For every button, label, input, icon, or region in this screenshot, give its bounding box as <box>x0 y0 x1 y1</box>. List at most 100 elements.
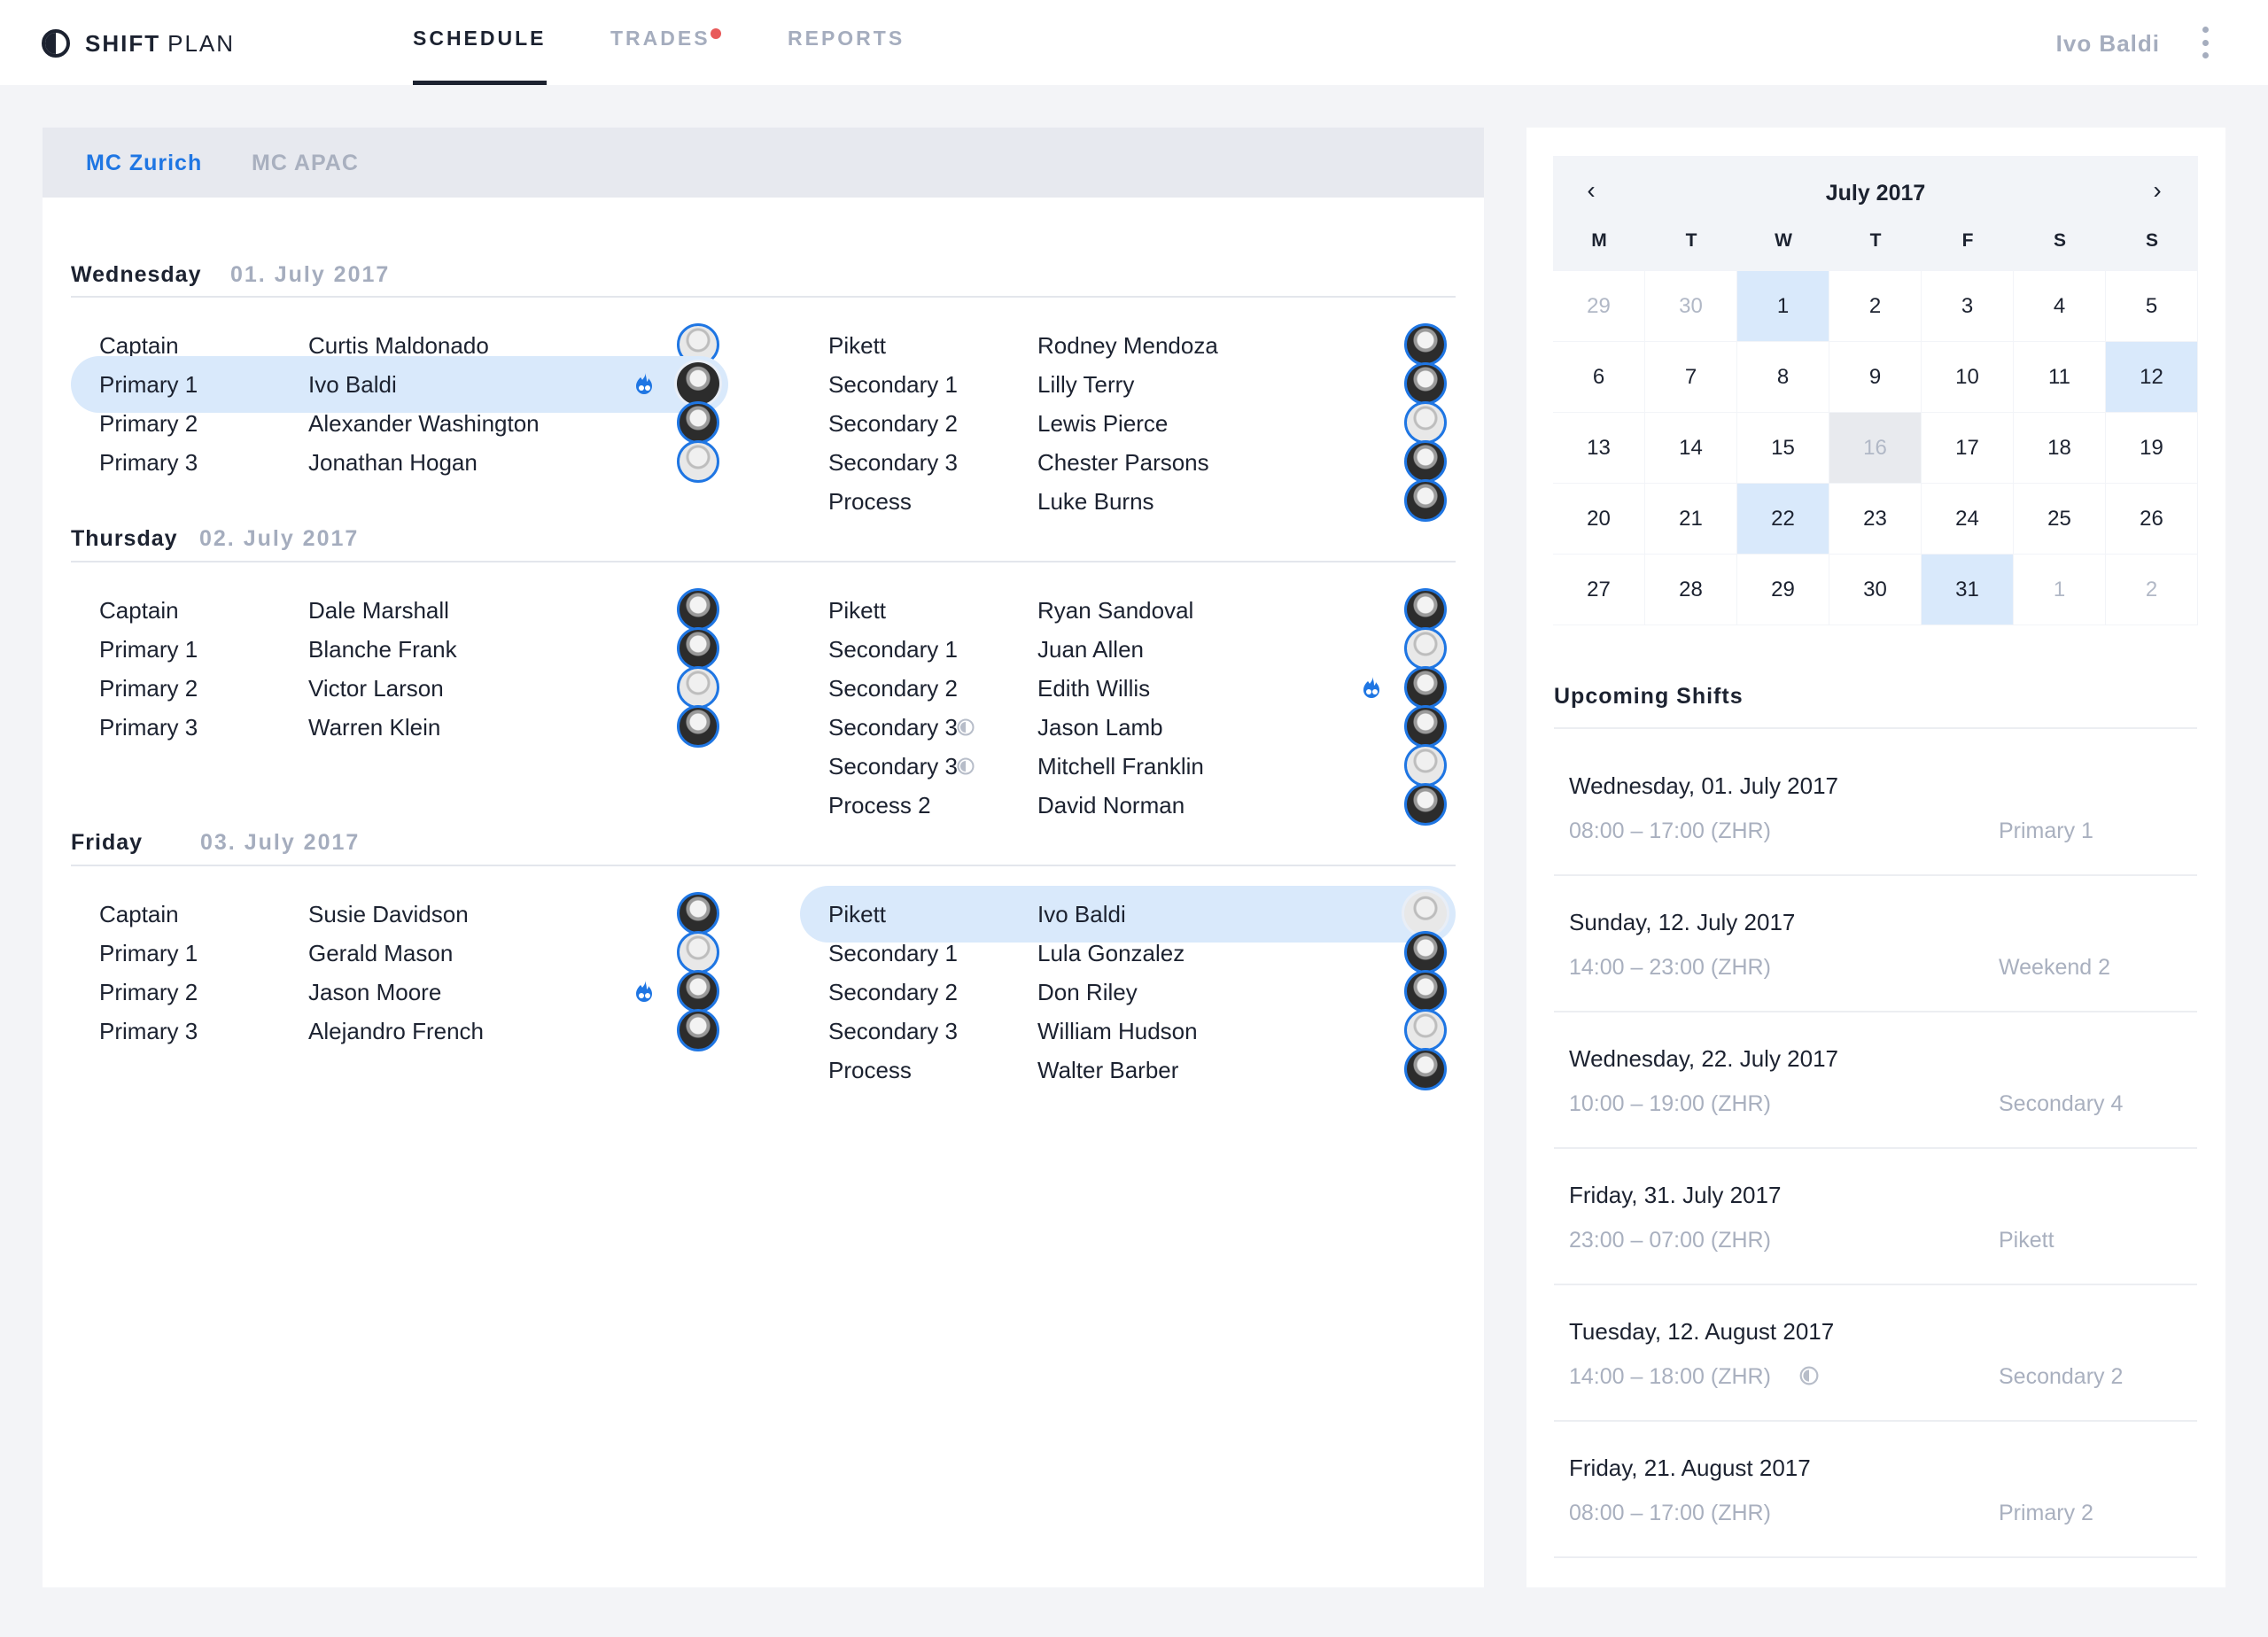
shift-row[interactable]: Primary 3 Jonathan Hogan <box>71 434 728 491</box>
calendar-day[interactable]: 16 <box>1829 413 1921 483</box>
avatar[interactable] <box>677 931 719 974</box>
calendar-day[interactable]: 13 <box>1553 413 1644 483</box>
calendar-day[interactable]: 17 <box>1922 413 2013 483</box>
shift-person-name[interactable]: William Hudson <box>1037 1018 1198 1044</box>
avatar[interactable] <box>1404 1048 1447 1090</box>
calendar-day[interactable]: 24 <box>1922 484 2013 554</box>
tab-trades[interactable]: TRADES <box>610 27 721 85</box>
calendar-day[interactable]: 30 <box>1829 555 1921 625</box>
shift-person-name[interactable]: Ivo Baldi <box>308 371 397 398</box>
calendar-day[interactable]: 29 <box>1553 271 1644 341</box>
shift-row[interactable]: Secondary 3 Mitchell Franklin <box>800 738 1456 795</box>
tab-mc-zurich[interactable]: MC Zurich <box>86 151 203 175</box>
calendar-day[interactable]: 18 <box>2014 413 2105 483</box>
shift-person-name[interactable]: Alejandro French <box>308 1018 484 1044</box>
calendar-day[interactable]: 11 <box>2014 342 2105 412</box>
avatar[interactable] <box>677 892 719 935</box>
avatar[interactable] <box>1404 931 1447 974</box>
shift-row[interactable]: Secondary 2 Don Riley <box>800 964 1456 1020</box>
tab-mc-apac[interactable]: MC APAC <box>252 151 359 175</box>
avatar[interactable] <box>1404 783 1447 826</box>
calendar-day[interactable]: 2 <box>2106 555 2197 625</box>
app-logo[interactable]: SHIFT PLAN <box>42 28 235 58</box>
calendar-day[interactable]: 30 <box>1645 271 1736 341</box>
calendar-day[interactable]: 29 <box>1737 555 1829 625</box>
avatar[interactable] <box>677 1009 719 1051</box>
calendar-day[interactable]: 7 <box>1645 342 1736 412</box>
shift-row[interactable]: Primary 3 Warren Klein <box>71 699 728 756</box>
shift-row[interactable]: Primary 1 Ivo Baldi <box>71 356 728 413</box>
calendar-day[interactable]: 9 <box>1829 342 1921 412</box>
avatar[interactable] <box>1404 323 1447 366</box>
shift-person-name[interactable]: Victor Larson <box>308 675 444 702</box>
calendar-day[interactable]: 31 <box>1922 555 2013 625</box>
shift-row[interactable]: Secondary 3 Jason Lamb <box>800 699 1456 756</box>
calendar-day[interactable]: 1 <box>2014 555 2105 625</box>
avatar[interactable] <box>677 362 719 405</box>
shift-person-name[interactable]: Lula Gonzalez <box>1037 940 1185 966</box>
shift-person-name[interactable]: Edith Willis <box>1037 675 1151 702</box>
shift-row[interactable]: Secondary 2 Edith Willis <box>800 660 1456 717</box>
shift-person-name[interactable]: Jonathan Hogan <box>308 449 478 476</box>
shift-row[interactable]: Secondary 3 William Hudson <box>800 1003 1456 1059</box>
shift-person-name[interactable]: Luke Burns <box>1037 488 1154 515</box>
shift-row[interactable]: Secondary 1 Lula Gonzalez <box>800 925 1456 981</box>
tab-schedule[interactable]: SCHEDULE <box>413 27 547 85</box>
shift-row[interactable]: Primary 2 Victor Larson <box>71 660 728 717</box>
tab-reports[interactable]: REPORTS <box>788 27 905 85</box>
avatar[interactable] <box>1404 479 1447 522</box>
calendar-day[interactable]: 4 <box>2014 271 2105 341</box>
shift-person-name[interactable]: Lewis Pierce <box>1037 410 1169 437</box>
shift-row[interactable]: Secondary 2 Lewis Pierce <box>800 395 1456 452</box>
shift-row[interactable]: Process Walter Barber <box>800 1042 1456 1098</box>
shift-person-name[interactable]: Lilly Terry <box>1037 371 1135 398</box>
calendar-day[interactable]: 22 <box>1737 484 1829 554</box>
chevron-right-icon[interactable]: › <box>2153 176 2162 204</box>
calendar-day[interactable]: 26 <box>2106 484 2197 554</box>
chevron-left-icon[interactable]: ‹ <box>1587 176 1596 204</box>
calendar-day[interactable]: 1 <box>1737 271 1829 341</box>
more-options-icon[interactable] <box>2200 27 2210 58</box>
shift-row[interactable]: Primary 3 Alejandro French <box>71 1003 728 1059</box>
calendar-day[interactable]: 23 <box>1829 484 1921 554</box>
shift-row[interactable]: Primary 2 Jason Moore <box>71 964 728 1020</box>
shift-person-name[interactable]: Susie Davidson <box>308 901 469 927</box>
shift-row[interactable]: Process 2 David Norman <box>800 777 1456 834</box>
calendar-day[interactable]: 2 <box>1829 271 1921 341</box>
shift-row[interactable]: Secondary 1 Lilly Terry <box>800 356 1456 413</box>
shift-person-name[interactable]: Walter Barber <box>1037 1057 1179 1083</box>
shift-person-name[interactable]: Jason Lamb <box>1037 714 1163 741</box>
calendar-day[interactable]: 15 <box>1737 413 1829 483</box>
shift-person-name[interactable]: Chester Parsons <box>1037 449 1209 476</box>
avatar[interactable] <box>677 705 719 748</box>
avatar[interactable] <box>1404 666 1447 709</box>
avatar[interactable] <box>1404 892 1447 935</box>
calendar-day[interactable]: 28 <box>1645 555 1736 625</box>
shift-person-name[interactable]: Juan Allen <box>1037 636 1144 663</box>
shift-row[interactable]: Captain Susie Davidson <box>71 886 728 943</box>
calendar-day[interactable]: 6 <box>1553 342 1644 412</box>
shift-person-name[interactable]: Dale Marshall <box>308 597 449 624</box>
shift-row[interactable]: Primary 1 Gerald Mason <box>71 925 728 981</box>
calendar-day[interactable]: 10 <box>1922 342 2013 412</box>
shift-row[interactable]: Primary 1 Blanche Frank <box>71 621 728 678</box>
calendar-day[interactable]: 5 <box>2106 271 2197 341</box>
shift-person-name[interactable]: Curtis Maldonado <box>308 332 489 359</box>
avatar[interactable] <box>677 440 719 483</box>
shift-row[interactable]: Pikett Ivo Baldi <box>800 886 1456 943</box>
calendar-day[interactable]: 14 <box>1645 413 1736 483</box>
avatar[interactable] <box>1404 705 1447 748</box>
calendar-day[interactable]: 25 <box>2014 484 2105 554</box>
shift-row[interactable]: Captain Dale Marshall <box>71 582 728 639</box>
trade-offer-icon[interactable] <box>633 372 656 395</box>
shift-person-name[interactable]: Don Riley <box>1037 979 1138 1005</box>
calendar-day[interactable]: 12 <box>2106 342 2197 412</box>
shift-person-name[interactable]: Mitchell Franklin <box>1037 753 1204 780</box>
shift-person-name[interactable]: Jason Moore <box>308 979 442 1005</box>
calendar-day[interactable]: 21 <box>1645 484 1736 554</box>
shift-person-name[interactable]: Blanche Frank <box>308 636 457 663</box>
shift-person-name[interactable]: David Norman <box>1037 792 1185 818</box>
current-user-name[interactable]: Ivo Baldi <box>2055 30 2160 57</box>
shift-row[interactable]: Pikett Rodney Mendoza <box>800 317 1456 374</box>
calendar-day[interactable]: 3 <box>1922 271 2013 341</box>
